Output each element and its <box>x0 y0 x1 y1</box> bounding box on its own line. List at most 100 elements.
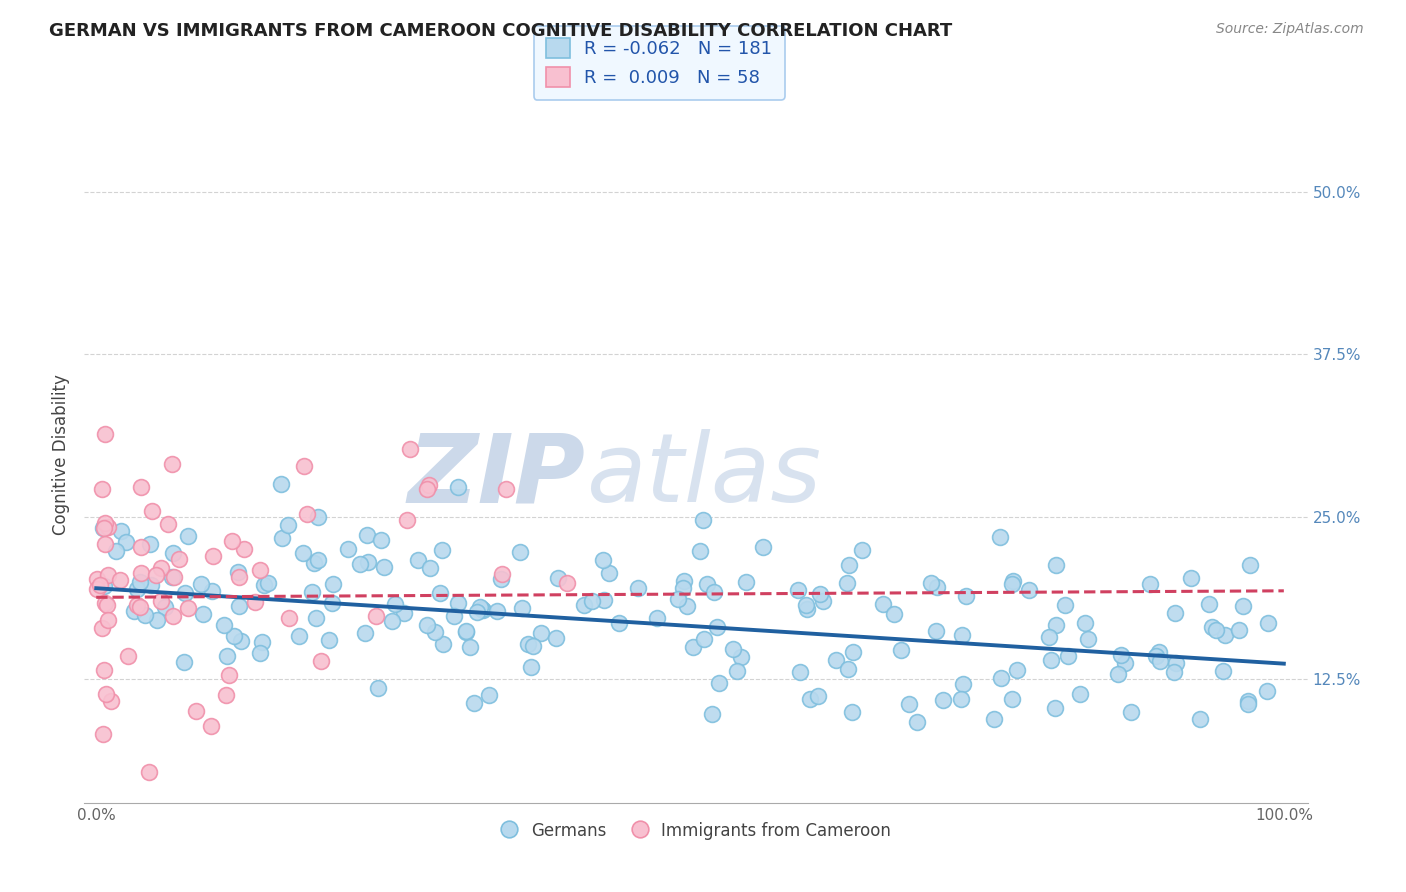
Point <box>883 607 905 621</box>
Point <box>127 598 149 612</box>
Point <box>696 577 718 591</box>
Point <box>627 581 650 595</box>
Point <box>491 572 513 586</box>
Point <box>117 649 139 664</box>
Point <box>129 599 152 614</box>
Point <box>950 628 973 642</box>
Point <box>1201 620 1223 634</box>
Point <box>184 704 207 718</box>
Point <box>486 604 509 618</box>
Point <box>221 533 243 548</box>
Point <box>163 570 186 584</box>
Point <box>257 575 280 590</box>
Point <box>222 629 245 643</box>
Point <box>495 483 517 497</box>
Point <box>141 504 163 518</box>
Point <box>842 644 865 658</box>
Point <box>1045 558 1067 573</box>
Point <box>1198 597 1220 611</box>
Point <box>110 573 132 587</box>
Point <box>384 597 406 611</box>
Point <box>1002 574 1025 588</box>
Point <box>322 577 344 591</box>
Point <box>278 611 301 625</box>
Point <box>1038 630 1060 644</box>
Point <box>1213 627 1236 641</box>
Point <box>430 542 453 557</box>
Point <box>93 516 115 531</box>
Point <box>249 646 271 660</box>
Point <box>155 600 177 615</box>
Point <box>443 608 465 623</box>
Point <box>789 665 811 680</box>
Point <box>983 712 1005 726</box>
Point <box>125 582 148 596</box>
Point <box>89 578 111 592</box>
Point <box>419 561 441 575</box>
Point <box>1107 667 1129 681</box>
Point <box>925 624 948 638</box>
Point <box>1164 607 1187 621</box>
Point <box>794 598 817 612</box>
Point <box>1069 687 1091 701</box>
Point <box>129 540 152 554</box>
Point <box>176 529 198 543</box>
Point <box>367 681 389 695</box>
Point <box>897 697 920 711</box>
Point <box>807 690 830 704</box>
Point <box>955 589 977 603</box>
Point <box>446 596 468 610</box>
Point <box>201 584 224 599</box>
Point <box>129 566 152 580</box>
Point <box>432 637 454 651</box>
Point <box>1043 701 1066 715</box>
Point <box>1232 599 1254 613</box>
Point <box>129 480 152 494</box>
Point <box>988 530 1011 544</box>
Point <box>139 536 162 550</box>
Point <box>672 581 695 595</box>
Point <box>463 696 485 710</box>
Point <box>423 624 446 639</box>
Point <box>250 635 273 649</box>
Point <box>517 637 540 651</box>
Point <box>1077 632 1099 647</box>
Point <box>162 546 184 560</box>
Text: atlas: atlas <box>586 429 821 523</box>
Point <box>950 691 973 706</box>
Point <box>730 649 752 664</box>
Point <box>509 545 531 559</box>
Point <box>465 605 488 619</box>
Point <box>1212 664 1234 678</box>
Point <box>1053 598 1076 612</box>
Point <box>837 662 859 676</box>
Point <box>1205 623 1227 637</box>
Point <box>156 516 179 531</box>
Point <box>454 624 477 638</box>
Point <box>321 596 343 610</box>
Point <box>94 427 117 442</box>
Point <box>491 566 513 581</box>
Point <box>1001 577 1024 591</box>
Point <box>357 556 380 570</box>
Point <box>787 582 810 597</box>
Point <box>129 574 152 589</box>
Point <box>226 566 249 580</box>
Point <box>392 607 415 621</box>
Point <box>90 621 112 635</box>
Point <box>607 615 630 630</box>
Point <box>447 480 470 494</box>
Point <box>675 599 697 613</box>
Point <box>593 593 616 607</box>
Point <box>572 598 595 612</box>
Point <box>932 693 955 707</box>
Point <box>920 576 942 591</box>
Point <box>1139 577 1161 591</box>
Point <box>418 477 440 491</box>
Point <box>173 655 195 669</box>
Point <box>160 457 183 471</box>
Point <box>201 549 224 563</box>
Legend: Germans, Immigrants from Cameroon: Germans, Immigrants from Cameroon <box>494 815 898 847</box>
Point <box>1039 653 1062 667</box>
Point <box>100 694 122 708</box>
